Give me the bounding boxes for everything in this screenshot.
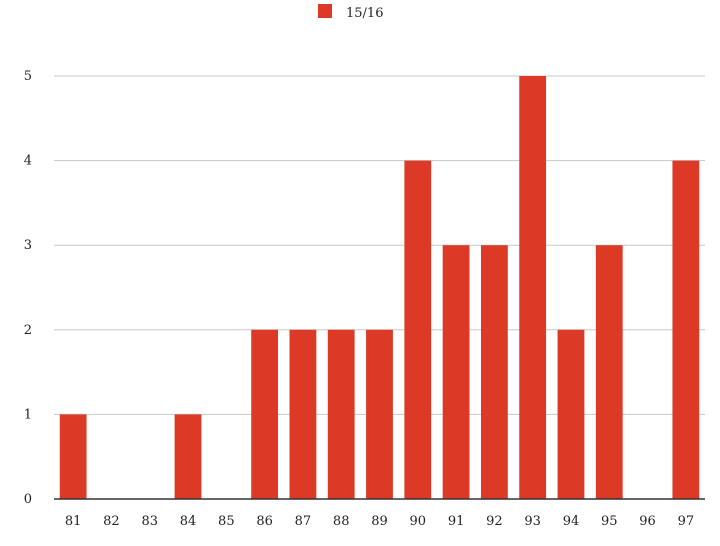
x-tick-label: 84	[180, 514, 197, 529]
bar-95	[595, 245, 623, 499]
x-tick-label: 82	[103, 514, 120, 529]
x-tick-label: 86	[256, 514, 273, 529]
x-tick-label: 95	[601, 514, 618, 529]
bar-89	[366, 329, 393, 499]
bar-93	[519, 76, 547, 499]
y-tick-label: 2	[24, 323, 32, 338]
x-tick-label: 92	[486, 514, 503, 529]
bars	[59, 76, 700, 499]
x-tick-label: 91	[448, 514, 465, 529]
x-tick-label: 97	[678, 514, 695, 529]
bar-97	[672, 160, 700, 499]
y-tick-label: 4	[24, 154, 32, 169]
legend: 15/16	[318, 4, 383, 21]
x-tick-label: 89	[371, 514, 388, 529]
bar-81	[59, 414, 87, 499]
x-tick-label: 81	[65, 514, 82, 529]
bar-90	[404, 160, 432, 499]
bar-87	[289, 329, 317, 499]
x-tick-label: 93	[524, 514, 541, 529]
x-tick-label: 90	[410, 514, 427, 529]
legend-label: 15/16	[346, 6, 383, 21]
x-tick-label: 85	[218, 514, 235, 529]
y-tick-label: 1	[24, 407, 32, 422]
bar-86	[251, 329, 279, 499]
bar-92	[480, 245, 508, 499]
x-tick-label: 83	[141, 514, 158, 529]
y-tick-label: 5	[24, 69, 32, 84]
y-tick-label: 3	[24, 238, 32, 253]
bar-88	[327, 329, 355, 499]
x-tick-label: 88	[333, 514, 350, 529]
bar-84	[174, 414, 202, 499]
x-tick-label: 96	[639, 514, 656, 529]
y-tick-label: 0	[24, 492, 32, 507]
y-axis-ticks: 0 1 2 3 4 5	[24, 69, 32, 507]
bar-94	[557, 329, 585, 499]
x-tick-label: 87	[295, 514, 312, 529]
legend-swatch	[318, 4, 332, 18]
x-tick-label: 94	[563, 514, 580, 529]
bar-91	[442, 245, 470, 499]
x-axis-ticks: 81 82 83 84 85 86 87 88 89 90 91 92 93 94 95 96 97	[65, 514, 694, 529]
